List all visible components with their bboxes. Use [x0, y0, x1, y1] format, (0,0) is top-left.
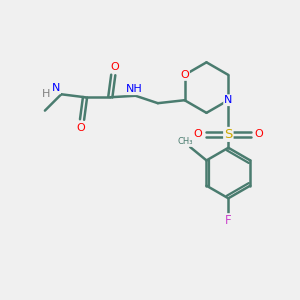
Text: O: O: [180, 70, 189, 80]
Text: O: O: [194, 129, 202, 140]
Text: N: N: [52, 83, 60, 93]
Text: NH: NH: [126, 84, 142, 94]
Text: O: O: [110, 61, 119, 72]
Text: N: N: [224, 95, 232, 105]
Text: H: H: [42, 89, 51, 99]
Text: O: O: [255, 129, 263, 140]
Text: CH₃: CH₃: [177, 137, 193, 146]
Text: S: S: [224, 128, 232, 141]
Text: O: O: [76, 123, 85, 133]
Text: F: F: [225, 214, 232, 227]
